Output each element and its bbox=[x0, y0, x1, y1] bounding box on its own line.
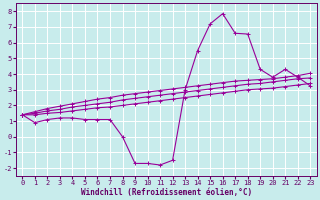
X-axis label: Windchill (Refroidissement éolien,°C): Windchill (Refroidissement éolien,°C) bbox=[81, 188, 252, 197]
